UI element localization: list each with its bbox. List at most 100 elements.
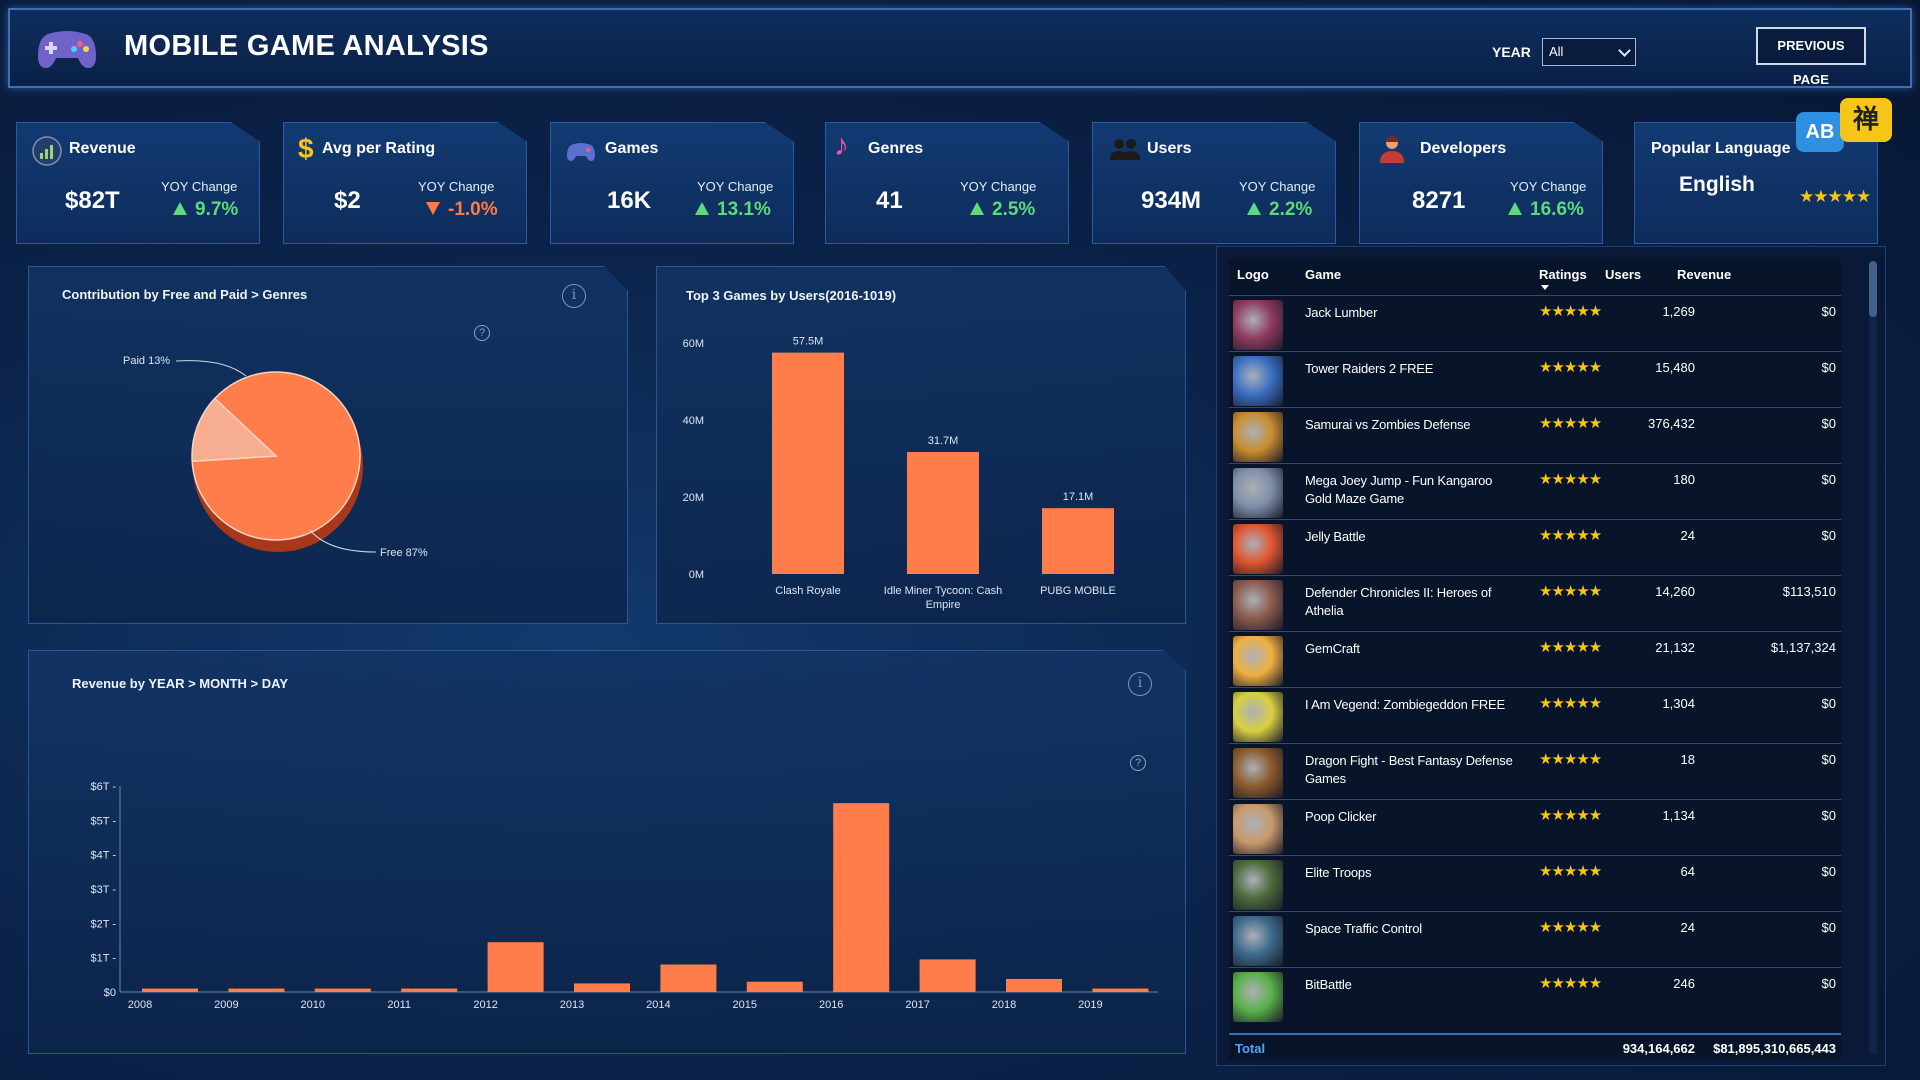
previous-page-button[interactable]: PREVIOUS PAGE bbox=[1756, 27, 1866, 87]
x-tick-label: Clash Royale bbox=[775, 585, 840, 597]
x-tick-label: 2013 bbox=[560, 999, 584, 1011]
table-row[interactable]: Jelly Battle ★★★★★ 24 $0 bbox=[1229, 519, 1841, 575]
table-row[interactable]: Tower Raiders 2 FREE ★★★★★ 15,480 $0 bbox=[1229, 351, 1841, 407]
revenue-cell: $0 bbox=[1821, 696, 1836, 711]
table-row[interactable]: BitBattle ★★★★★ 246 $0 bbox=[1229, 967, 1841, 1023]
yoy-change: 16.6% bbox=[1508, 199, 1584, 221]
game-logo bbox=[1233, 412, 1283, 462]
pie-label-free: Free 87% bbox=[380, 547, 428, 559]
bar-data-label: 17.1M bbox=[1063, 491, 1094, 503]
x-tick-label: 2010 bbox=[301, 999, 325, 1011]
column-header-logo[interactable]: Logo bbox=[1237, 267, 1269, 282]
rating-stars: ★★★★★ bbox=[1539, 471, 1602, 488]
table-row[interactable]: Defender Chronicles II: Heroes of Atheli… bbox=[1229, 575, 1841, 631]
gamepad-icon bbox=[38, 31, 96, 68]
rating-stars: ★★★★★ bbox=[1539, 583, 1602, 600]
x-tick-label: Empire bbox=[926, 599, 961, 611]
bar bbox=[401, 988, 458, 992]
table-row[interactable]: Poop Clicker ★★★★★ 1,134 $0 bbox=[1229, 799, 1841, 855]
revenue-cell: $0 bbox=[1821, 416, 1836, 431]
bar-data-label: 57.5M bbox=[793, 336, 824, 348]
game-name: Mega Joey Jump - Fun Kangaroo Gold Maze … bbox=[1305, 473, 1493, 506]
pie-chart: Paid 13% Free 87% bbox=[123, 355, 428, 559]
yoy-label: YOY Change bbox=[1510, 179, 1587, 194]
y-tick-label: $0 bbox=[104, 987, 116, 999]
game-name: Jack Lumber bbox=[1305, 305, 1378, 320]
rating-stars: ★★★★★ bbox=[1539, 359, 1602, 376]
bar bbox=[142, 988, 198, 992]
game-name: Poop Clicker bbox=[1305, 809, 1377, 824]
column-header-users[interactable]: Users bbox=[1605, 267, 1642, 282]
bar bbox=[919, 959, 976, 992]
info-icon[interactable]: i bbox=[1128, 672, 1152, 696]
rating-stars: ★★★★★ bbox=[1799, 187, 1871, 206]
kpi-value: English bbox=[1679, 173, 1755, 196]
bar bbox=[1006, 978, 1062, 992]
users-cell: 24 bbox=[1680, 920, 1695, 935]
table-row[interactable]: I Am Vegend: Zombiegeddon FREE ★★★★★ 1,304… bbox=[1229, 687, 1841, 743]
table-row[interactable]: Dragon Fight - Best Fantasy Defense Game… bbox=[1229, 743, 1841, 799]
scrollbar-thumb[interactable] bbox=[1869, 261, 1877, 317]
rating-stars: ★★★★★ bbox=[1539, 639, 1602, 656]
game-logo bbox=[1233, 636, 1283, 686]
column-header-ratings[interactable]: Ratings bbox=[1539, 267, 1587, 282]
y-tick-label: $5T - bbox=[91, 815, 117, 827]
table-row[interactable]: Jack Lumber ★★★★★ 1,269 $0 bbox=[1229, 295, 1841, 351]
table-scrollbar[interactable] bbox=[1869, 261, 1877, 1055]
kpi-value: 41 bbox=[876, 187, 903, 214]
kpi-card-developers: Developers 8271 YOY Change 16.6% bbox=[1359, 122, 1603, 244]
total-revenue: $81,895,310,665,443 bbox=[1713, 1041, 1836, 1056]
table-row[interactable]: Elite Troops ★★★★★ 64 $0 bbox=[1229, 855, 1841, 911]
info-icon[interactable]: i bbox=[562, 284, 586, 308]
x-tick-label: 2018 bbox=[992, 999, 1016, 1011]
y-tick-label: 20M bbox=[683, 492, 704, 504]
year-dropdown[interactable]: All bbox=[1542, 38, 1636, 66]
kpi-card-users: Users 934M YOY Change 2.2% bbox=[1092, 122, 1336, 244]
game-logo bbox=[1233, 972, 1283, 1022]
bar bbox=[574, 983, 630, 992]
x-tick-label: 2014 bbox=[646, 999, 670, 1011]
kpi-title: Games bbox=[605, 140, 659, 157]
yoy-label: YOY Change bbox=[960, 179, 1037, 194]
revenue-cell: $0 bbox=[1821, 304, 1836, 319]
game-logo bbox=[1233, 692, 1283, 742]
column-header-revenue[interactable]: Revenue bbox=[1677, 267, 1732, 282]
year-filter-label: YEAR bbox=[1492, 44, 1531, 60]
revenue-cell: $0 bbox=[1821, 360, 1836, 375]
kpi-value: $2 bbox=[334, 187, 361, 214]
game-name: BitBattle bbox=[1305, 977, 1352, 992]
yoy-change: 9.7% bbox=[173, 199, 238, 221]
help-icon[interactable]: ? bbox=[1130, 755, 1146, 771]
rating-stars: ★★★★★ bbox=[1539, 695, 1602, 712]
x-tick-label: 2015 bbox=[733, 999, 757, 1011]
kpi-title: Revenue bbox=[69, 140, 136, 157]
kpi-title: Genres bbox=[868, 140, 924, 157]
games-table: Logo Game Ratings Users Revenue Jack Lum… bbox=[1229, 259, 1841, 1059]
users-cell: 376,432 bbox=[1648, 416, 1695, 431]
table-row[interactable]: Space Traffic Control ★★★★★ 24 $0 bbox=[1229, 911, 1841, 967]
x-tick-label: 2019 bbox=[1078, 999, 1102, 1011]
table-row[interactable]: Mega Joey Jump - Fun Kangaroo Gold Maze … bbox=[1229, 463, 1841, 519]
column-header-game[interactable]: Game bbox=[1305, 267, 1342, 282]
bar bbox=[833, 803, 890, 992]
game-name: I Am Vegend: Zombiegeddon FREE bbox=[1305, 697, 1505, 712]
users-cell: 24 bbox=[1680, 528, 1695, 543]
kpi-card-games: Games 16K YOY Change 13.1% bbox=[550, 122, 794, 244]
arrow-down-icon bbox=[426, 202, 440, 215]
rating-stars: ★★★★★ bbox=[1539, 863, 1602, 880]
game-logo bbox=[1233, 468, 1283, 518]
help-icon[interactable]: ? bbox=[474, 325, 490, 341]
users-cell: 15,480 bbox=[1655, 360, 1695, 375]
translate-icon: AB 禅 bbox=[1796, 98, 1902, 160]
users-cell: 1,134 bbox=[1662, 808, 1695, 823]
game-name: Defender Chronicles II: Heroes of Atheli… bbox=[1305, 585, 1492, 618]
game-name: Jelly Battle bbox=[1305, 529, 1366, 544]
bar bbox=[746, 981, 803, 992]
table-row[interactable]: GemCraft ★★★★★ 21,132 $1,137,324 bbox=[1229, 631, 1841, 687]
bar bbox=[1092, 988, 1149, 992]
kpi-value: 16K bbox=[607, 187, 652, 214]
table-row[interactable]: Samurai vs Zombies Defense ★★★★★ 376,432 $0 bbox=[1229, 407, 1841, 463]
yoy-change: 2.2% bbox=[1247, 199, 1312, 221]
game-logo bbox=[1233, 860, 1283, 910]
y-tick-label: $4T - bbox=[91, 850, 117, 862]
